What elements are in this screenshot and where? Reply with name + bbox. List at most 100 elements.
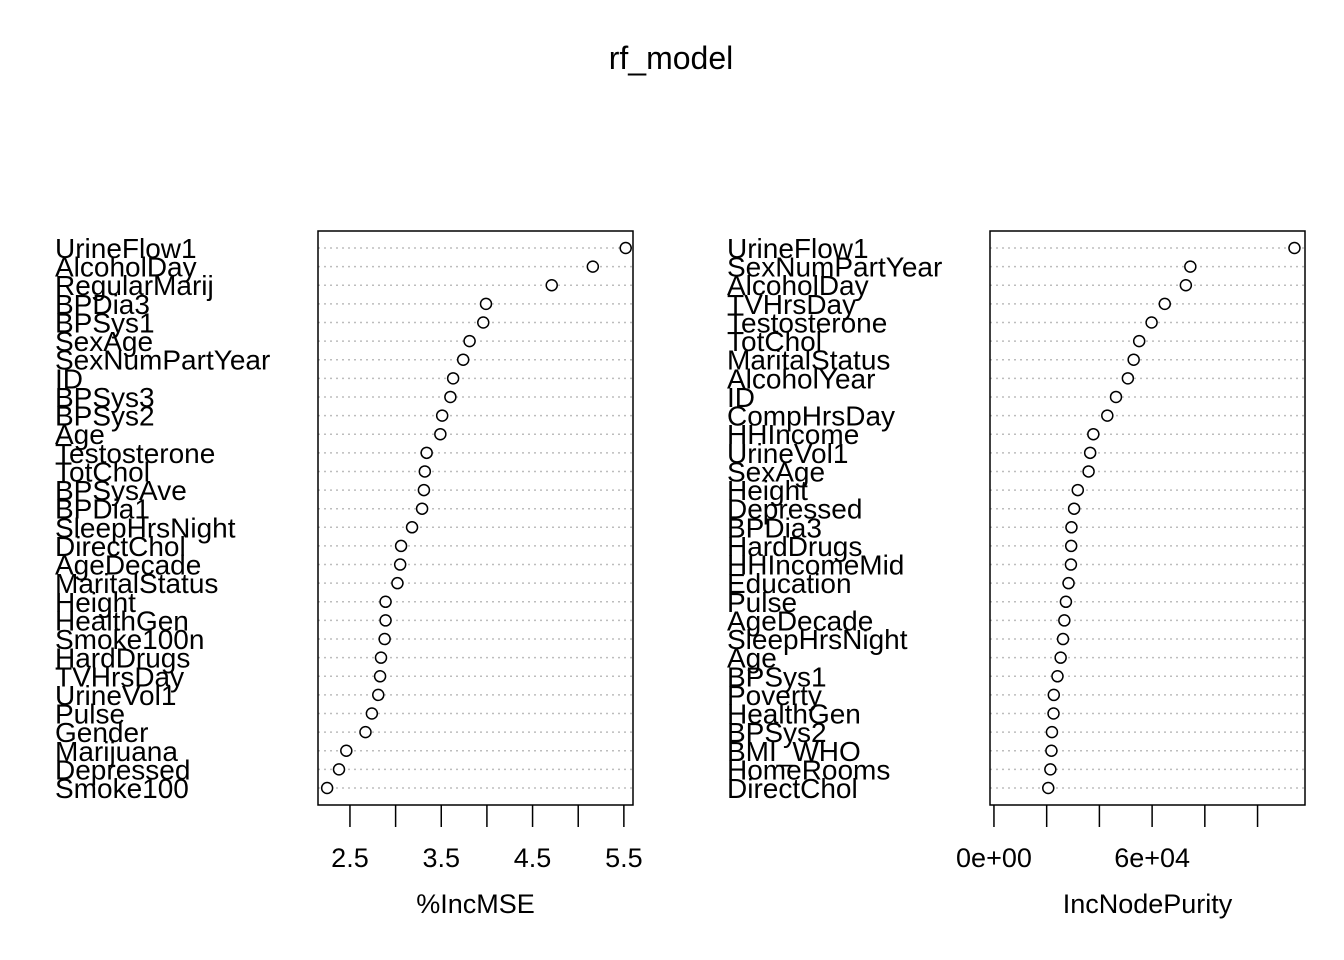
data-point — [1067, 502, 1081, 515]
category-label: BPSys1 — [55, 307, 155, 338]
category-label: UrineFlow1 — [727, 233, 869, 264]
data-point — [415, 502, 429, 515]
category-label: ID — [727, 382, 755, 413]
category-label: DirectChol — [55, 531, 186, 562]
category-label: MaritalStatus — [55, 568, 218, 599]
data-point — [477, 316, 490, 329]
data-point — [393, 558, 407, 571]
data-point — [1184, 260, 1197, 273]
category-label: Testosterone — [55, 438, 215, 469]
plot-frame — [317, 230, 634, 806]
data-point — [379, 614, 392, 627]
category-label: SexAge — [55, 326, 153, 357]
chart-title: rf_model — [609, 40, 734, 76]
category-label: Poverty — [727, 680, 822, 711]
data-point — [379, 595, 392, 609]
data-point — [332, 763, 346, 776]
category-label: HealthGen — [727, 699, 861, 730]
data-point — [391, 576, 404, 590]
data-point — [1045, 725, 1059, 739]
category-label: BPDia3 — [55, 289, 150, 320]
category-label: AgeDecade — [55, 550, 201, 581]
data-point — [444, 390, 457, 404]
x-tick-label: 4.5 — [514, 843, 552, 873]
data-point — [1132, 334, 1146, 348]
category-label: AlcoholDay — [727, 270, 869, 301]
data-point — [1062, 576, 1075, 590]
data-point — [446, 372, 460, 385]
data-point — [1051, 670, 1064, 683]
category-label: TotChol — [727, 326, 822, 357]
category-label: TVHrsDay — [727, 289, 856, 320]
data-point — [420, 446, 433, 460]
data-point — [417, 483, 431, 497]
data-point — [435, 409, 449, 422]
category-label: SleepHrsNight — [727, 624, 908, 655]
category-label: HardDrugs — [727, 531, 862, 562]
data-point — [1082, 465, 1095, 478]
data-point — [1179, 278, 1193, 292]
category-label: Height — [727, 475, 808, 506]
data-point — [359, 725, 372, 739]
category-label: BMI_WHO — [727, 736, 861, 767]
data-point — [1145, 316, 1158, 329]
category-label: Smoke100n — [55, 624, 204, 655]
data-point — [340, 744, 353, 758]
category-label: HardDrugs — [55, 643, 190, 674]
category-label: UrineVol1 — [55, 680, 176, 711]
category-label: AlcoholDay — [55, 252, 197, 283]
category-label: Smoke100 — [55, 773, 189, 804]
data-point — [1044, 763, 1057, 776]
category-label: Testosterone — [727, 307, 887, 338]
data-point — [1042, 781, 1055, 795]
data-point — [619, 241, 632, 255]
data-point — [1047, 707, 1060, 720]
data-point — [1064, 539, 1078, 553]
category-label: Depressed — [727, 494, 862, 525]
data-point — [1071, 483, 1085, 497]
category-label: SexAge — [727, 456, 825, 487]
data-point — [1121, 372, 1135, 385]
x-axis-label: IncNodePurity — [1063, 889, 1233, 919]
data-point — [586, 260, 600, 273]
category-label: BPSysAve — [55, 475, 187, 506]
category-label: HHIncome — [727, 419, 859, 450]
x-tick-label: 5.5 — [605, 843, 643, 873]
data-point — [405, 521, 419, 534]
data-point — [456, 353, 470, 366]
category-label: BPSys1 — [727, 661, 827, 692]
category-label: BPSys3 — [55, 382, 155, 413]
category-label: Age — [727, 643, 777, 674]
data-point — [1056, 632, 1070, 646]
category-label: BPSys2 — [55, 401, 155, 432]
data-point — [1127, 353, 1140, 366]
data-point — [1101, 409, 1114, 422]
data-point — [1047, 688, 1061, 702]
category-label: Gender — [55, 717, 148, 748]
data-point — [1059, 595, 1073, 609]
category-label: Pulse — [727, 587, 797, 618]
category-label: Height — [55, 587, 136, 618]
category-label: UrineVol1 — [727, 438, 848, 469]
x-tick-label: 3.5 — [422, 843, 460, 873]
x-tick-label: 2.5 — [331, 843, 369, 873]
panel-incmse: UrineFlow1AlcoholDayRegularMarijBPDia3BP… — [55, 230, 643, 919]
data-point — [1109, 390, 1123, 404]
category-label: HealthGen — [55, 605, 189, 636]
category-label: Pulse — [55, 699, 125, 730]
category-label: SexNumPartYear — [55, 345, 270, 376]
data-point — [1064, 558, 1078, 571]
category-label: BPSys2 — [727, 717, 827, 748]
data-point — [320, 781, 334, 795]
x-axis-label: %IncMSE — [416, 889, 535, 919]
panel-incnodepurity: UrineFlow1SexNumPartYearAlcoholDayTVHrsD… — [727, 230, 1306, 919]
category-label: TotChol — [55, 456, 150, 487]
x-tick-label: 0e+00 — [956, 843, 1032, 873]
data-point — [463, 334, 476, 348]
category-label: BPDia1 — [55, 494, 150, 525]
category-label: MaritalStatus — [727, 345, 890, 376]
category-label: DirectChol — [727, 773, 858, 804]
category-label: Depressed — [55, 754, 190, 785]
data-point — [545, 278, 558, 292]
